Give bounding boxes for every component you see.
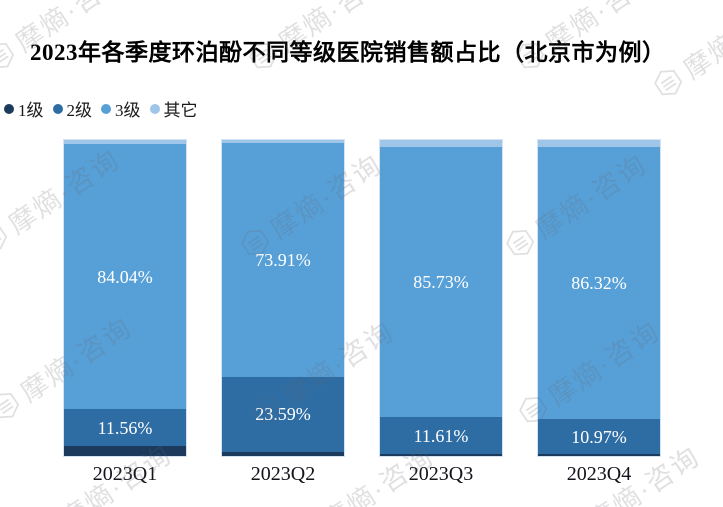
legend-item-other: 其它 (149, 96, 198, 121)
bar-2023Q1: 84.04% 11.56% (64, 140, 186, 456)
segment-value-label: 73.91% (255, 250, 311, 271)
segment-value-label: 23.59% (255, 404, 311, 425)
bar-segment (538, 454, 660, 456)
segment-value-label: 11.61% (413, 425, 469, 446)
bar-segment: 10.97% (538, 419, 660, 455)
bar-segment (64, 140, 186, 144)
bar-segment (380, 454, 502, 456)
stacked-bar-chart: 84.04% 11.56% 73.91% 23.59% 85.73% 11.61% 86.3… (64, 140, 660, 456)
bar-segment: 85.73% (380, 146, 502, 418)
bar-segment (222, 140, 344, 144)
watermark-text: 摩熵·咨询 (678, 0, 723, 85)
bar-segment (222, 451, 344, 456)
bar-segment (380, 140, 502, 147)
segment-value-label: 86.32% (571, 273, 627, 294)
bar-segment (64, 445, 186, 456)
legend-label: 3级 (115, 101, 141, 120)
segment-value-label: 84.04% (97, 266, 153, 287)
legend-dot-icon (149, 103, 160, 114)
x-axis-labels: 2023Q1 2023Q2 2023Q3 2023Q4 (64, 463, 660, 486)
bar-segment (538, 140, 660, 147)
legend-item-grade-2: 2级 (52, 96, 93, 121)
chart-title: 2023年各季度环泊酚不同等级医院销售额占比（北京市为例） (30, 40, 666, 65)
hexagon-logo-icon (653, 69, 682, 95)
bar-segment: 11.56% (64, 409, 186, 446)
hexagon-logo-icon (0, 392, 19, 418)
bar-segment: 23.59% (222, 377, 344, 452)
legend-dot-icon (52, 103, 63, 114)
bar-segment: 84.04% (64, 143, 186, 410)
legend-label: 1级 (18, 101, 44, 120)
segment-value-label: 85.73% (413, 271, 469, 292)
legend-item-grade-3: 3级 (101, 96, 141, 121)
x-axis-label: 2023Q4 (566, 463, 632, 485)
bar-2023Q3: 85.73% 11.61% (380, 140, 502, 456)
legend: 1级 2级 3级 其它 (4, 96, 198, 121)
x-axis-label: 2023Q2 (250, 463, 316, 485)
hexagon-logo-icon (0, 42, 14, 68)
legend-label: 其它 (163, 101, 198, 120)
x-axis-label: 2023Q1 (92, 463, 158, 485)
legend-dot-icon (101, 103, 111, 114)
segment-value-label: 11.56% (97, 417, 153, 438)
legend-item-grade-1: 1级 (4, 96, 44, 121)
bar-2023Q4: 86.32% 10.97% (538, 140, 660, 456)
bar-segment: 73.91% (222, 143, 344, 378)
segment-value-label: 10.97% (571, 426, 627, 447)
bar-segment: 11.61% (380, 417, 502, 455)
bar-segment: 86.32% (538, 146, 660, 420)
hexagon-logo-icon (0, 224, 7, 250)
legend-label: 2级 (66, 101, 93, 120)
legend-dot-icon (4, 103, 14, 114)
x-axis-label: 2023Q3 (408, 463, 474, 485)
bar-2023Q2: 73.91% 23.59% (222, 140, 344, 456)
